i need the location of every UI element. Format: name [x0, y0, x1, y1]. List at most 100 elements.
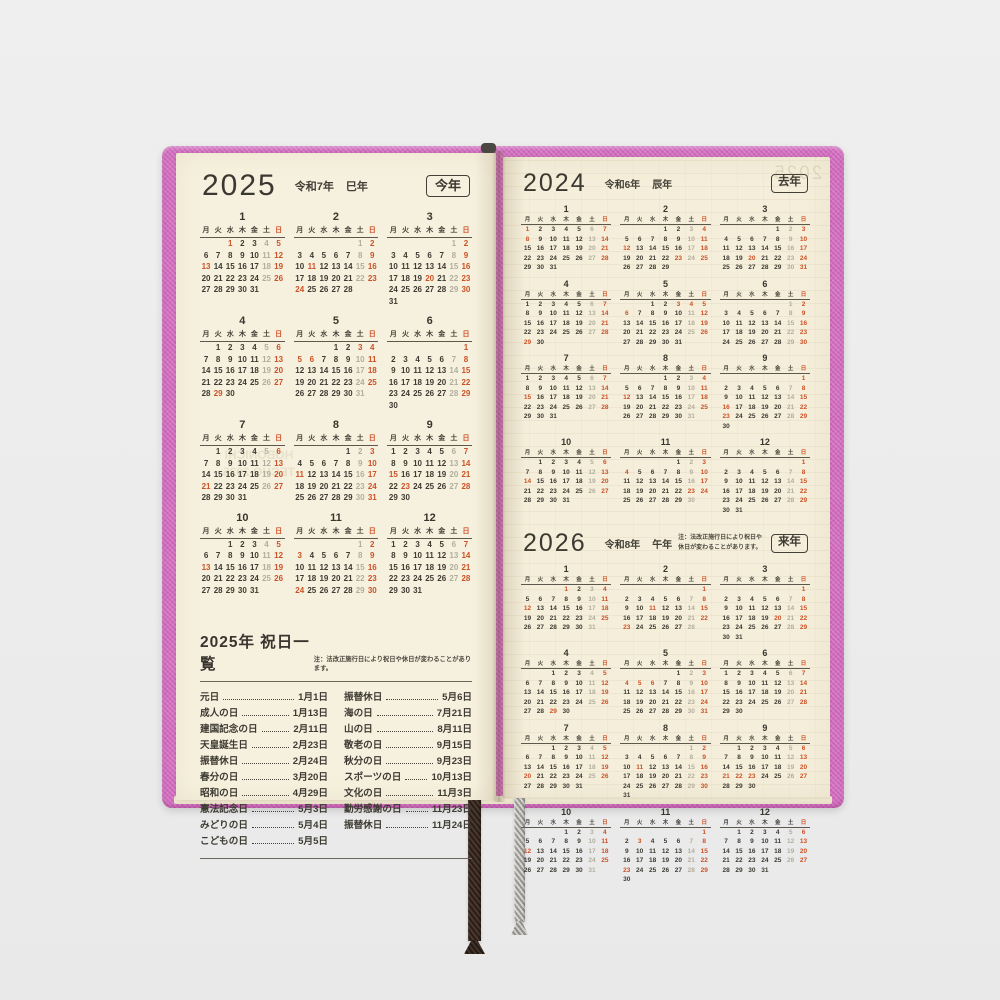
day-cell: 17 — [401, 377, 410, 387]
day-cell: 24 — [588, 614, 596, 622]
weekday-label: 月 — [723, 577, 729, 583]
day-cell: 14 — [343, 562, 353, 572]
day-cell: 23 — [355, 481, 365, 491]
day-cell: 13 — [274, 354, 284, 364]
weekday-label: 火 — [636, 450, 643, 456]
day-cell: 28 — [461, 481, 471, 491]
day-cell: 30 — [722, 422, 730, 430]
day-cell: 26 — [661, 866, 670, 874]
mini-month-9: 9 月火水木金土日 1 2 3 4 5 6 7 8 9 10 11 12 13 14 15 16 17 18 19 20 2… — [719, 723, 810, 792]
day-cell: 14 — [787, 605, 795, 612]
day-cell: 8 — [391, 458, 396, 468]
day-cell: 19 — [735, 254, 743, 262]
day-cell: 13 — [588, 310, 596, 317]
day-cell — [318, 342, 330, 354]
week-row: 18 19 20 21 22 23 24 — [720, 254, 810, 264]
day-cell: 12 — [787, 754, 795, 761]
day-cell: 11 — [735, 319, 743, 327]
day-cell: 28 — [437, 285, 447, 294]
day-cell: 26 — [262, 481, 271, 491]
weekday-label: 金 — [344, 527, 352, 535]
day-cell: 19 — [575, 245, 583, 252]
day-cell: 11 — [588, 754, 596, 761]
day-cell: 5 — [309, 458, 315, 468]
day-cell: 26 — [437, 574, 447, 583]
holiday-date: 11月24日 — [431, 820, 472, 831]
holiday-name: 敬老の日 — [344, 740, 383, 751]
day-cell — [633, 669, 646, 679]
day-cell: 24 — [562, 487, 570, 495]
day-cell — [547, 338, 560, 348]
day-cell: 27 — [748, 264, 756, 271]
day-cell: 5 — [276, 239, 281, 248]
day-cell: 2 — [624, 595, 629, 603]
day-cell: 16 — [748, 763, 756, 771]
day-cell: 3 — [551, 300, 556, 308]
weekday-label: 木 — [238, 527, 246, 535]
day-cell: 4 — [564, 375, 568, 382]
day-cell: 20 — [661, 773, 670, 780]
day-cell: 24 — [687, 403, 695, 411]
day-cell: 13 — [449, 551, 459, 560]
day-cell — [797, 506, 810, 516]
day-cell: 4 — [750, 468, 754, 476]
weekday-label: 月 — [202, 331, 210, 338]
day-cell: 5 — [650, 754, 655, 761]
day-cell: 9 — [750, 754, 754, 761]
day-cell: 17 — [237, 470, 247, 479]
week-row: 24 25 26 27 28 29 30 — [294, 585, 379, 597]
day-cell — [534, 828, 547, 838]
day-cell: 23 — [562, 698, 570, 706]
day-cell: 2 — [750, 744, 754, 752]
day-cell — [436, 400, 448, 412]
weekday-label: 月 — [524, 735, 531, 742]
month-number: 6 — [762, 648, 768, 658]
year-title-2026: 2026 — [523, 529, 587, 557]
day-cell: 8 — [689, 754, 694, 761]
day-cell: 14 — [461, 458, 471, 468]
day-cell: 26 — [274, 273, 284, 283]
day-cell: 29 — [799, 413, 808, 420]
day-cell: 23 — [536, 403, 544, 411]
day-cell: 2 — [228, 343, 233, 352]
holiday-entry: 文化の日 11月3日 — [344, 786, 472, 802]
day-cell: 30 — [562, 782, 570, 790]
day-cell: 7 — [788, 384, 793, 392]
weekday-label: 土 — [589, 366, 595, 372]
day-cell: 30 — [787, 264, 795, 271]
day-cell: 2 — [463, 239, 469, 248]
weekday-label: 火 — [736, 661, 742, 667]
week-row: 4 5 6 7 8 9 10 — [720, 235, 810, 245]
day-cell: 25 — [562, 329, 570, 336]
day-cell — [758, 782, 771, 792]
day-cell: 22 — [536, 487, 544, 495]
day-cell: 8 — [724, 679, 728, 687]
day-cell: 26 — [636, 708, 644, 715]
weekday-label: 金 — [250, 435, 258, 442]
day-cell: 7 — [788, 595, 793, 603]
weekday-label: 日 — [701, 217, 707, 223]
day-cell: 18 — [367, 366, 377, 375]
day-cell — [424, 296, 436, 308]
mini-month-1: 1 月火水木金土日 1 2 3 4 5 6 7 8 9 10 11 12 13 14 15 16 17 18 19 20 2… — [521, 204, 612, 273]
week-row: 19 20 21 22 23 24 25 — [294, 377, 379, 389]
day-cell — [633, 585, 646, 595]
week-row: 1 — [620, 828, 710, 838]
holiday-list-footer-rule — [200, 858, 472, 859]
day-cell — [797, 633, 810, 643]
day-cell: 7 — [538, 679, 543, 687]
day-cell: 9 — [551, 468, 556, 476]
weekday-label: 火 — [401, 435, 409, 442]
week-row: 16 17 18 19 20 21 22 — [387, 377, 472, 389]
day-cell: 28 — [722, 782, 730, 790]
weekday-label: 木 — [662, 577, 669, 583]
weekday-label: 日 — [701, 577, 707, 583]
day-cell: 2 — [724, 468, 728, 476]
day-cell: 17 — [367, 470, 377, 479]
day-cell: 18 — [262, 562, 271, 572]
day-cell: 21 — [648, 254, 657, 262]
weekday-label: 月 — [723, 819, 729, 826]
day-cell — [560, 263, 573, 273]
weekday-label: 日 — [701, 735, 707, 742]
weekday-label: 月 — [524, 819, 531, 826]
